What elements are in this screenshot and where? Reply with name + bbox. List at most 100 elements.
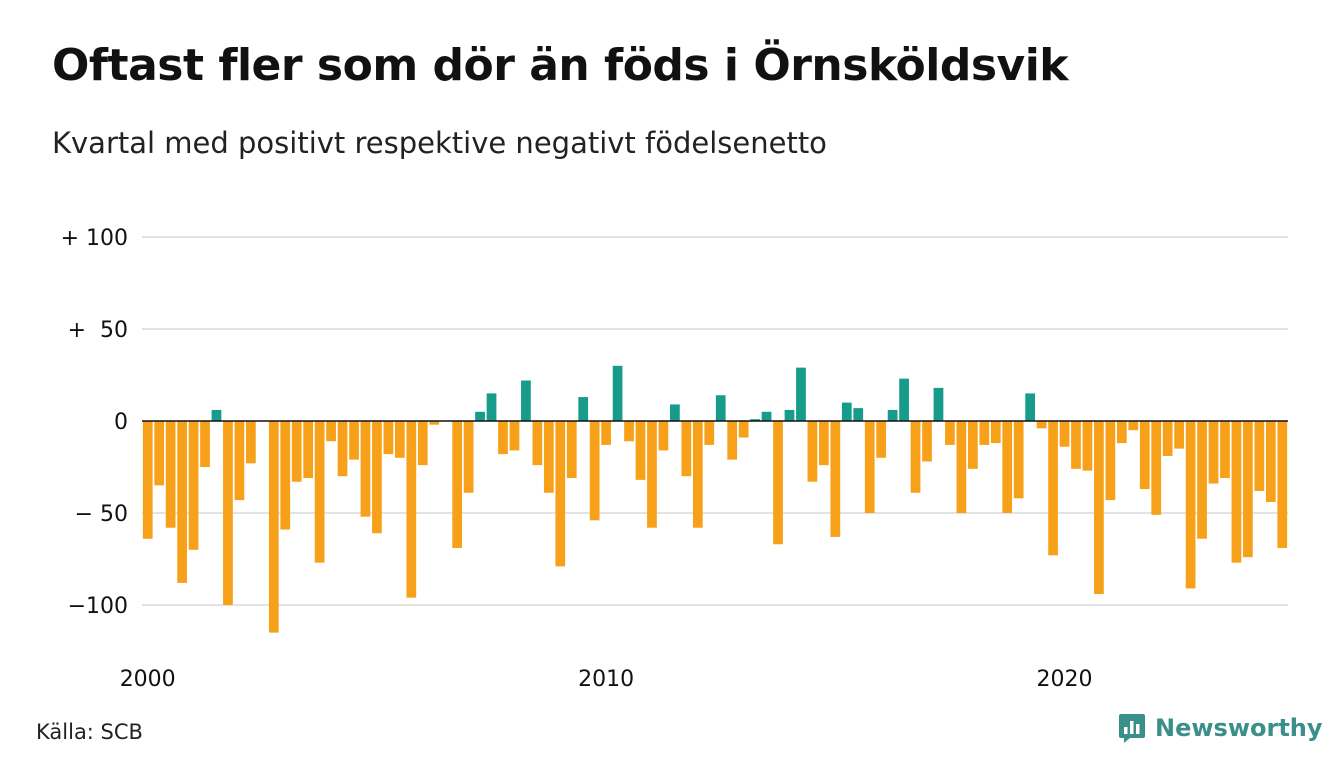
- y-tick-label: + 100: [61, 226, 128, 251]
- bar: [761, 411, 772, 421]
- y-tick-label: 0: [114, 410, 128, 435]
- bar: [750, 419, 760, 421]
- bar: [337, 421, 348, 477]
- bar: [188, 421, 199, 550]
- bar: [154, 421, 165, 486]
- bar: [452, 421, 463, 548]
- bar: [1231, 421, 1242, 563]
- bar: [429, 421, 440, 425]
- bar: [830, 421, 841, 537]
- bar: [291, 421, 302, 482]
- bar: [1002, 421, 1013, 513]
- bar: [326, 421, 336, 442]
- bar: [1025, 393, 1036, 421]
- bar-chart: + 100 + 50 0 − 50 −100 2000 2010 2020: [61, 226, 1288, 692]
- bar: [1116, 421, 1127, 444]
- bar: [738, 421, 749, 438]
- bar: [784, 409, 795, 421]
- bar: [223, 421, 233, 605]
- bar: [612, 365, 623, 421]
- bar: [349, 421, 359, 460]
- bar: [566, 421, 577, 479]
- bar: [853, 408, 864, 421]
- bar: [1048, 421, 1058, 556]
- bar: [1128, 421, 1139, 431]
- bar: [841, 402, 852, 421]
- bar: [498, 421, 508, 455]
- bars: [142, 365, 1288, 633]
- bar: [692, 421, 703, 528]
- bar: [1139, 421, 1150, 490]
- bar: [1220, 421, 1230, 479]
- chart-title: Oftast fler som dör än föds i Örnsköldsv…: [52, 40, 1069, 91]
- chart-subtitle: Kvartal med positivt respektive negativt…: [52, 126, 827, 160]
- bar: [681, 421, 692, 477]
- bar: [876, 421, 887, 458]
- bar: [246, 421, 256, 464]
- bar: [945, 421, 955, 445]
- x-tick-label: 2010: [578, 667, 634, 692]
- bar: [532, 421, 543, 466]
- brand-logo: Newsworthy: [1118, 712, 1323, 744]
- bar: [417, 421, 428, 466]
- bar: [1082, 421, 1093, 471]
- bar: [1185, 421, 1196, 589]
- bar: [899, 378, 909, 421]
- bar: [1071, 421, 1081, 469]
- bar: [670, 404, 680, 421]
- bar: [796, 367, 806, 421]
- bar: [234, 421, 245, 501]
- bar: [1105, 421, 1116, 501]
- bar: [394, 421, 405, 458]
- newsworthy-logo-icon: [1119, 714, 1145, 743]
- bar: [1254, 421, 1265, 491]
- bar: [933, 387, 944, 421]
- bar: [1036, 421, 1047, 429]
- bar: [1162, 421, 1173, 456]
- bar: [578, 397, 589, 421]
- bar: [1059, 421, 1070, 447]
- bar: [979, 421, 990, 445]
- bar: [910, 421, 921, 493]
- bar: [521, 380, 531, 421]
- source-note: Källa: SCB: [36, 720, 143, 744]
- bar: [555, 421, 566, 567]
- bar: [372, 421, 382, 534]
- y-tick-label: −100: [68, 594, 128, 619]
- bar: [807, 421, 818, 482]
- brand-name: Newsworthy: [1155, 714, 1323, 742]
- bar: [543, 421, 554, 493]
- x-axis-tick-labels: 2000 2010 2020: [120, 667, 1093, 692]
- bar: [280, 421, 291, 530]
- bar: [922, 421, 932, 462]
- bar: [200, 421, 210, 467]
- bar: [1174, 421, 1184, 449]
- bar: [1277, 421, 1288, 548]
- bar: [509, 421, 520, 451]
- bar: [142, 421, 153, 539]
- bar: [624, 421, 634, 442]
- bar: [177, 421, 187, 583]
- bar: [601, 421, 611, 445]
- bar: [463, 421, 474, 493]
- bar: [658, 421, 669, 451]
- y-tick-label: + 50: [68, 318, 128, 343]
- x-tick-label: 2020: [1037, 667, 1093, 692]
- bar: [1208, 421, 1219, 484]
- bar: [486, 393, 497, 421]
- bar: [268, 421, 279, 633]
- bar: [1265, 421, 1276, 502]
- bar: [314, 421, 325, 563]
- bar: [704, 421, 715, 445]
- bar: [1243, 421, 1253, 558]
- bar: [406, 421, 417, 598]
- bar: [887, 409, 898, 421]
- bar: [303, 421, 314, 479]
- bar: [1151, 421, 1162, 515]
- y-tick-label: − 50: [75, 502, 128, 527]
- bar: [383, 421, 394, 455]
- bar: [990, 421, 1001, 444]
- bar: [819, 421, 829, 466]
- bar: [360, 421, 371, 517]
- bar: [1094, 421, 1104, 594]
